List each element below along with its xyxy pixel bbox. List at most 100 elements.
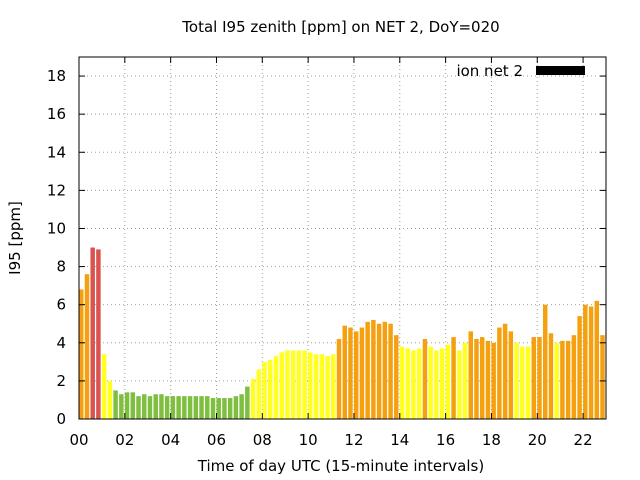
bar <box>199 396 204 419</box>
bar <box>416 348 422 419</box>
y-tick-label: 4 <box>56 334 66 352</box>
x-tick-label: 22 <box>574 431 593 449</box>
bar <box>107 380 113 419</box>
bar <box>176 396 181 419</box>
bar <box>394 335 399 419</box>
bar <box>256 369 262 419</box>
bar <box>119 394 124 419</box>
bar <box>497 327 502 419</box>
bar <box>577 316 582 419</box>
bar <box>159 394 164 419</box>
axis-ticks <box>78 57 606 420</box>
x-tick-label: 18 <box>482 431 501 449</box>
bar <box>508 331 514 419</box>
bar <box>182 396 187 419</box>
bar <box>468 331 473 419</box>
bar <box>485 340 491 419</box>
x-tick-label: 12 <box>344 431 363 449</box>
bar <box>600 335 605 419</box>
bar <box>531 337 536 419</box>
y-tick-label: 18 <box>47 67 66 85</box>
bar <box>462 342 468 419</box>
bar <box>434 350 439 419</box>
bar <box>571 335 577 419</box>
x-tick-label: 04 <box>161 431 180 449</box>
bar <box>502 323 508 419</box>
bar <box>142 394 147 419</box>
bar <box>554 342 559 419</box>
x-tick-labels: 00 02 04 06 08 10 12 14 16 18 20 22 <box>69 431 592 449</box>
y-tick-label: 6 <box>56 296 66 314</box>
bar <box>348 327 353 419</box>
bar <box>290 350 296 419</box>
bar <box>520 346 525 419</box>
bar <box>560 340 565 419</box>
bars <box>79 247 605 419</box>
y-tick-label: 10 <box>47 219 66 237</box>
bar <box>319 354 325 419</box>
bar <box>365 321 370 419</box>
bar <box>239 394 244 419</box>
legend-swatch <box>536 66 585 75</box>
y-tick-label: 12 <box>47 181 66 199</box>
bar <box>542 304 548 419</box>
bar <box>411 350 416 419</box>
bar <box>537 337 542 419</box>
y-tick-label: 0 <box>56 410 66 428</box>
bar <box>268 359 273 419</box>
bar <box>245 386 250 419</box>
bar <box>113 390 118 419</box>
bar <box>336 338 342 419</box>
grid-lines <box>79 57 606 419</box>
bar <box>187 396 193 419</box>
y-tick-label: 14 <box>47 143 66 161</box>
x-tick-label: 20 <box>528 431 547 449</box>
bar <box>451 337 456 419</box>
bar <box>439 348 445 419</box>
bar <box>594 300 600 419</box>
legend: ion net 2 <box>456 62 585 80</box>
bar <box>302 350 307 419</box>
bar <box>227 398 233 419</box>
x-tick-label: 16 <box>436 431 455 449</box>
x-tick-label: 14 <box>390 431 409 449</box>
bar <box>388 323 393 419</box>
x-tick-label: 00 <box>69 431 88 449</box>
x-tick-label: 06 <box>207 431 226 449</box>
bar <box>136 396 141 419</box>
y-tick-labels: 0 2 4 6 8 10 12 14 16 18 <box>47 67 66 428</box>
bar <box>170 396 176 419</box>
bar <box>422 338 428 419</box>
bar <box>325 356 330 419</box>
bar <box>296 350 302 419</box>
bar <box>428 346 433 419</box>
bar <box>331 354 336 419</box>
y-tick-label: 16 <box>47 105 66 123</box>
bar <box>164 396 170 419</box>
bar <box>583 304 588 419</box>
bar <box>525 346 531 419</box>
y-tick-label: 8 <box>56 258 66 276</box>
chart-title: Total I95 zenith [ppm] on NET 2, DoY=020 <box>181 18 499 36</box>
bar <box>124 392 130 419</box>
x-tick-label: 10 <box>299 431 318 449</box>
bar <box>313 354 319 419</box>
bar <box>262 361 267 419</box>
bar <box>371 319 376 419</box>
bar <box>79 289 84 419</box>
bar <box>147 396 153 419</box>
bar <box>233 396 239 419</box>
bar <box>353 331 359 419</box>
bar <box>101 354 107 419</box>
bar <box>474 338 479 419</box>
bar <box>222 398 227 419</box>
bar <box>445 344 451 419</box>
bar <box>457 350 462 419</box>
bar <box>405 348 410 419</box>
bar <box>491 342 496 419</box>
bar <box>193 396 199 419</box>
x-tick-label: 08 <box>253 431 272 449</box>
bar <box>382 321 388 419</box>
bar <box>565 340 571 419</box>
